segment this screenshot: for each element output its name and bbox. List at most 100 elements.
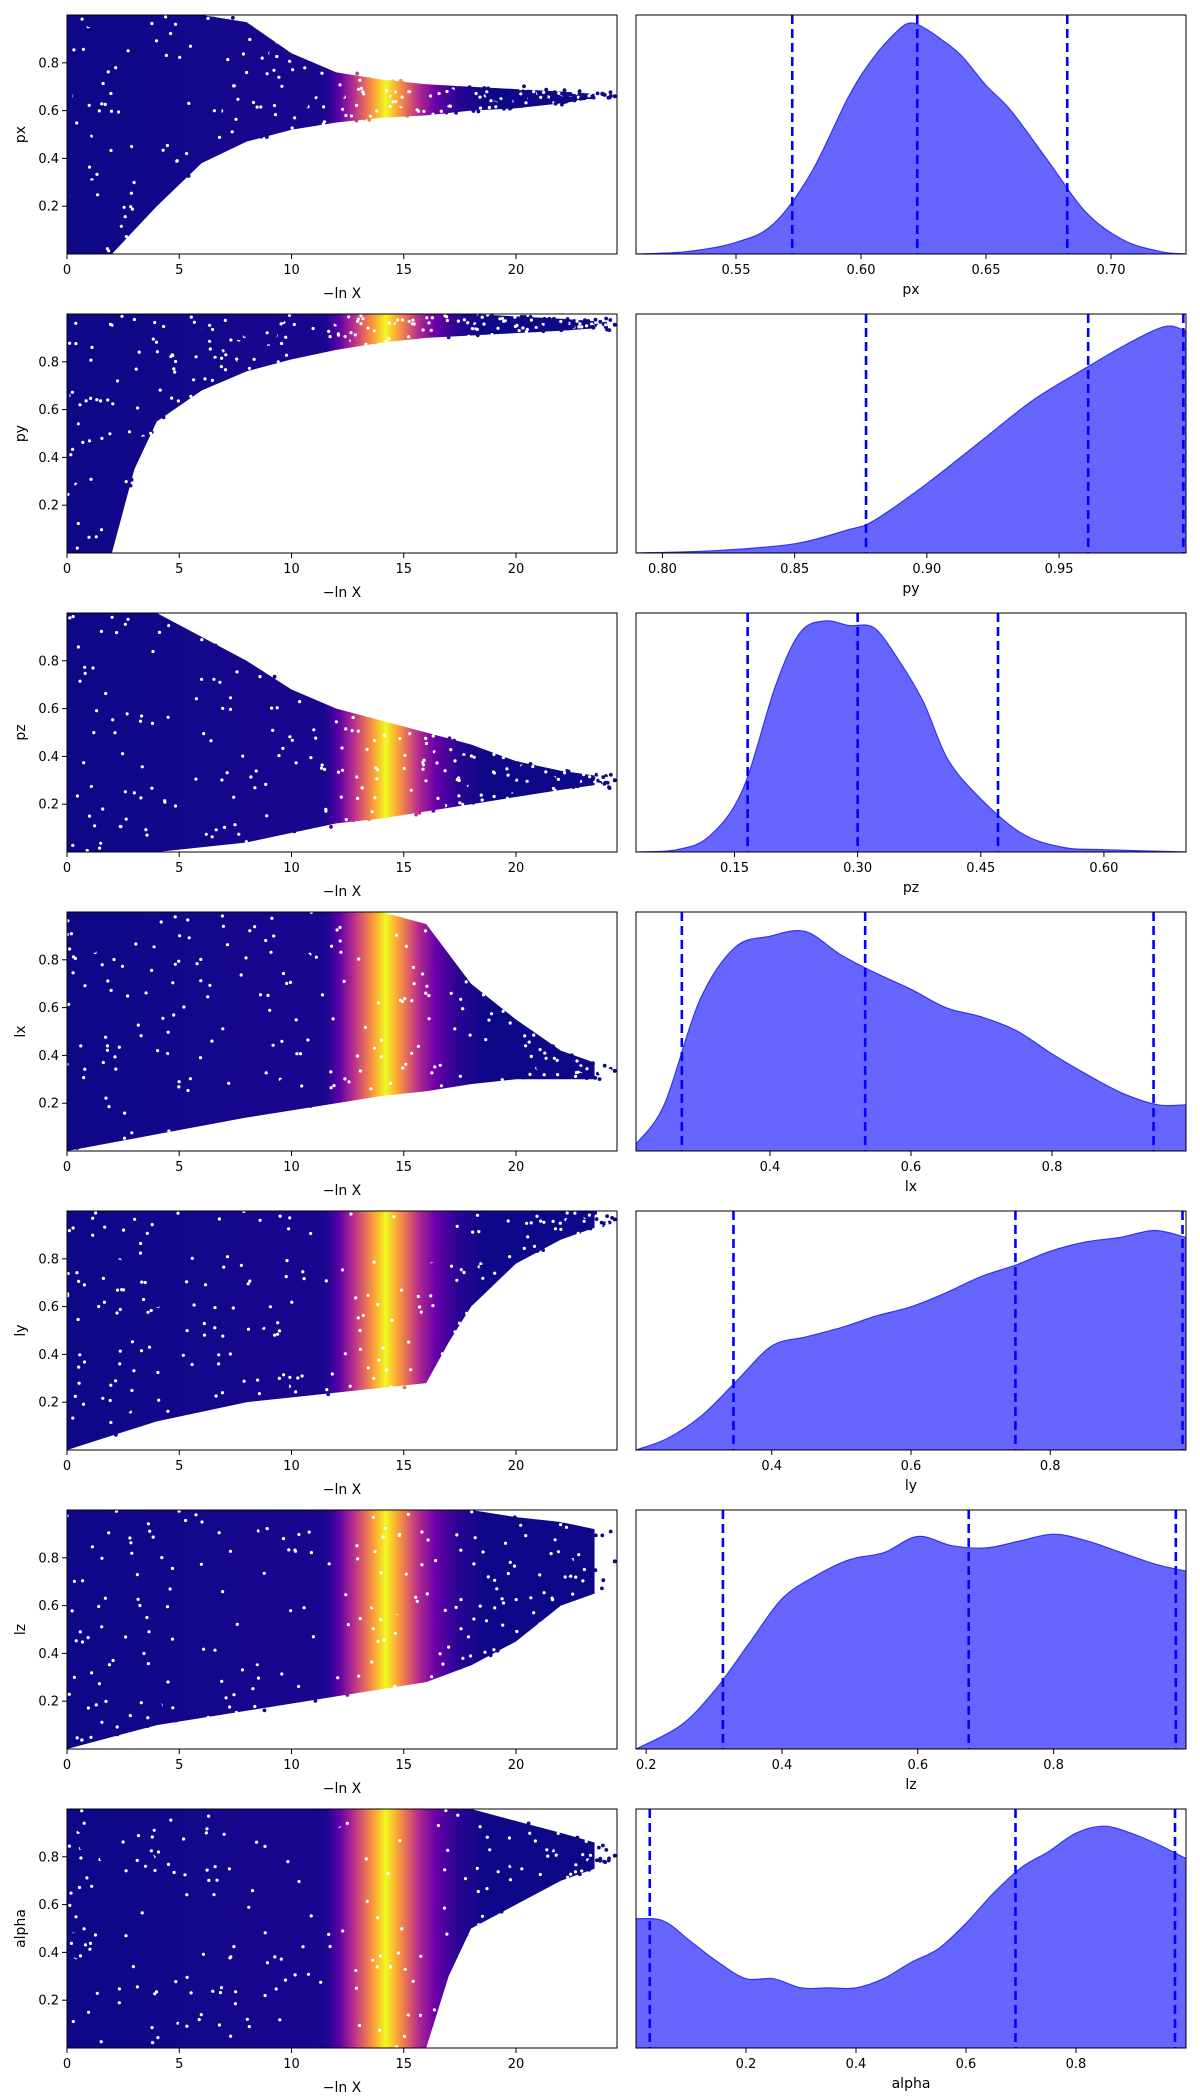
trace-point	[400, 318, 405, 322]
trace-point	[530, 1601, 535, 1606]
trace-point	[100, 1556, 104, 1560]
trace-point	[369, 970, 374, 975]
trace-point	[423, 1534, 428, 1538]
trace-point	[310, 1247, 315, 1252]
trace-point	[236, 336, 241, 341]
trace-point	[312, 1993, 316, 1998]
trace-point	[111, 1519, 116, 1524]
trace-point	[448, 1252, 452, 1257]
trace-point	[130, 1388, 134, 1393]
trace-point	[364, 1514, 369, 1518]
trace-point	[477, 769, 482, 774]
trace-point	[124, 1934, 128, 1938]
trace-point	[317, 1063, 322, 1068]
trace-point	[534, 98, 539, 103]
trace-point	[395, 1610, 400, 1615]
trace-point	[460, 325, 464, 329]
trace-point	[178, 1668, 182, 1673]
trace-point	[561, 1519, 565, 1523]
trace-point	[74, 446, 78, 450]
trace-point	[200, 352, 205, 357]
trace-point	[406, 1233, 411, 1238]
trace-point	[400, 988, 405, 993]
trace-point	[321, 110, 326, 114]
trace-point	[186, 1871, 191, 1876]
trace-point	[486, 314, 490, 317]
trace-point	[587, 1867, 591, 1872]
trace-point	[264, 1071, 268, 1075]
trace-point	[578, 1844, 582, 1849]
trace-point	[222, 1013, 227, 1018]
trace-point	[247, 339, 252, 344]
trace-point	[76, 695, 80, 700]
trace-point	[156, 1850, 161, 1854]
trace-point	[442, 1906, 446, 1910]
trace-point	[279, 322, 283, 326]
trace-point	[462, 753, 466, 757]
trace-point	[137, 447, 142, 451]
trace-point	[229, 360, 233, 365]
trace-point	[178, 69, 183, 74]
trace-point	[147, 796, 152, 801]
trace-point	[70, 989, 75, 994]
trace-point	[294, 1614, 298, 1618]
trace-point	[410, 999, 414, 1003]
trace-point	[187, 101, 191, 105]
trace-point	[93, 613, 98, 616]
trace-point	[136, 1023, 140, 1027]
trace-point	[173, 1384, 178, 1389]
trace-point	[276, 1321, 280, 1325]
x-tick-label: 0.4	[760, 1160, 781, 1175]
x-tick-label: 0.8	[1042, 1160, 1063, 1175]
trace-point	[218, 1991, 223, 1995]
trace-point	[300, 1084, 304, 1088]
trace-point	[225, 1211, 229, 1216]
trace-point	[108, 1988, 113, 1993]
trace-point	[208, 717, 212, 722]
trace-point	[203, 1115, 208, 1120]
trace-point	[174, 746, 179, 750]
trace-point	[315, 1628, 319, 1633]
trace-point	[465, 796, 470, 801]
trace-point	[376, 1975, 380, 1979]
trace-point	[476, 1054, 481, 1059]
trace-point	[235, 730, 240, 734]
trace-point	[484, 1061, 488, 1065]
trace-point	[258, 915, 262, 919]
trace-point	[67, 725, 70, 730]
trace-point	[79, 78, 84, 83]
trace-point	[412, 1268, 416, 1273]
trace-point	[260, 316, 265, 321]
trace-point	[106, 70, 110, 74]
marginal-x-axis-label: lx	[905, 1179, 917, 1195]
trace-point	[99, 2014, 104, 2019]
trace-point	[565, 1206, 569, 1210]
trace-point	[130, 1836, 135, 1841]
trace-point	[594, 1217, 599, 1221]
trace-point	[461, 315, 466, 319]
trace-point	[608, 1529, 613, 1534]
trace-point	[69, 453, 73, 457]
trace-point	[559, 328, 564, 333]
trace-point	[87, 814, 92, 818]
trace-point	[249, 1058, 254, 1063]
trace-point	[166, 1409, 170, 1413]
trace-point	[78, 1353, 82, 1357]
trace-point	[240, 1668, 245, 1672]
trace-point	[277, 1832, 281, 1837]
trace-point	[199, 2013, 203, 2017]
trace-point	[412, 322, 416, 326]
trace-point	[308, 1104, 313, 1108]
trace-point	[600, 1586, 604, 1591]
trace-point	[608, 772, 613, 777]
trace-point	[422, 109, 426, 113]
trace-point	[548, 99, 553, 104]
trace-point	[481, 1550, 485, 1554]
trace-point	[369, 1087, 373, 1091]
trace-point	[423, 1899, 427, 1904]
trace-point	[281, 971, 286, 976]
trace-point	[404, 944, 408, 949]
trace-point	[223, 755, 228, 760]
trace-point	[457, 778, 461, 783]
trace-point	[506, 1571, 510, 1576]
